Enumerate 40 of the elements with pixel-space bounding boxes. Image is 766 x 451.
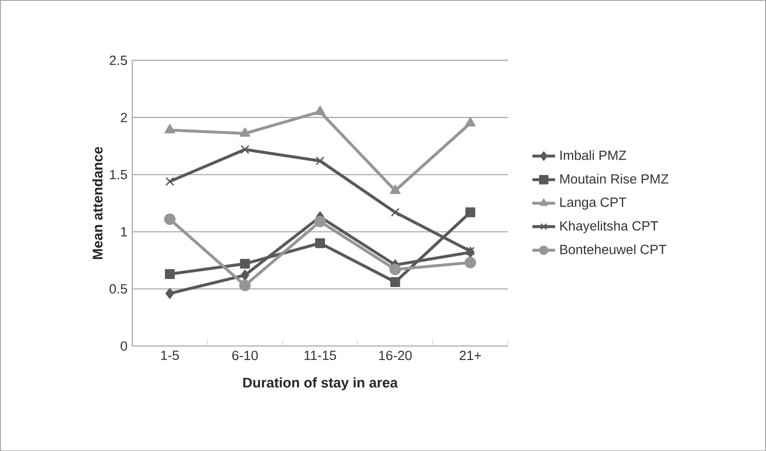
point <box>165 176 174 186</box>
point <box>240 258 250 269</box>
point <box>390 208 400 217</box>
point <box>390 276 400 287</box>
point <box>240 144 250 154</box>
y-tick-label: 1 <box>121 227 127 236</box>
legend-label: Moutain Rise PMZ <box>560 174 668 184</box>
y-tick-label: 1.5 <box>110 170 128 180</box>
y-tick-label: 0.5 <box>110 284 128 294</box>
y-tick-label: 2.5 <box>110 55 128 65</box>
point <box>316 156 325 166</box>
point <box>164 268 175 279</box>
point <box>464 256 476 268</box>
point <box>240 127 250 137</box>
point <box>239 280 251 292</box>
x-tick-label: 11-15 <box>304 350 336 360</box>
x-tick-label: 16-20 <box>379 350 412 360</box>
point <box>314 106 326 115</box>
y-axis-title: Mean attendance <box>92 146 103 259</box>
point <box>164 213 176 225</box>
point <box>389 264 401 276</box>
y-tick-label: 0 <box>120 341 128 351</box>
legend-label: Imbali PMZ <box>560 150 626 160</box>
point <box>315 238 325 248</box>
x-tick-label: 6-10 <box>232 350 258 360</box>
point <box>166 288 174 299</box>
legend-label: Langa CPT <box>560 197 626 210</box>
point <box>164 124 176 134</box>
x-axis-title: Duration of stay in area <box>243 377 398 390</box>
y-tick-label: 2 <box>120 112 127 122</box>
point <box>390 184 400 194</box>
x-tick-label: 1-5 <box>161 350 179 360</box>
point <box>240 270 250 280</box>
point <box>465 117 476 126</box>
x-tick-label: 21+ <box>460 350 481 360</box>
legend-label: Bonteheuwel CPT <box>560 244 666 254</box>
point <box>314 216 326 228</box>
point <box>465 207 476 218</box>
point <box>466 246 475 256</box>
legend-label: Khayelitsha CPT <box>560 220 658 234</box>
